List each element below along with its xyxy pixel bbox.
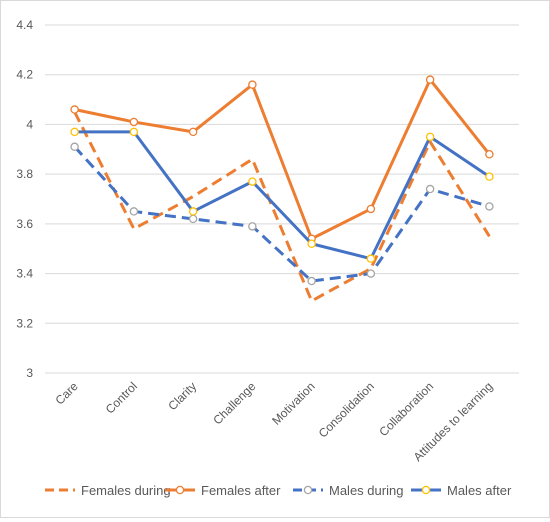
- data-point-males-after: [188, 207, 198, 216]
- x-tick-label-motivation: Motivation: [269, 379, 318, 428]
- data-point-males-after: [425, 132, 435, 142]
- data-point-females-after: [366, 204, 376, 214]
- x-tick-label-care: Care: [52, 379, 81, 408]
- y-tick-label: 3: [26, 366, 33, 380]
- y-tick-label: 3.2: [16, 316, 33, 330]
- x-tick-label-collaboration: Collaboration: [376, 379, 436, 439]
- data-point-males-during: [366, 269, 376, 278]
- y-tick-label: 3.4: [16, 267, 33, 281]
- legend-marker: [175, 485, 185, 495]
- data-point-females-after: [248, 80, 257, 89]
- data-point-females-after: [70, 105, 79, 114]
- data-point-females-after: [485, 150, 494, 159]
- data-point-males-during: [425, 184, 435, 194]
- x-tick-label-clarity: Clarity: [165, 379, 199, 413]
- data-point-females-after: [129, 117, 139, 127]
- data-point-males-during: [248, 222, 257, 231]
- series-females-after: [70, 75, 494, 244]
- series-lines: [70, 75, 494, 303]
- data-point-males-after: [129, 127, 139, 137]
- series-females-during: [73, 111, 491, 303]
- legend-item-males-after: Males after: [411, 483, 512, 498]
- legend-item-males-during: Males during: [293, 483, 403, 498]
- legend-item-females-after: Females after: [165, 483, 281, 498]
- data-point-males-after: [248, 177, 257, 186]
- data-point-males-during: [70, 142, 79, 152]
- series-line-males-after: [74, 130, 491, 261]
- data-point-males-after: [485, 172, 494, 181]
- legend-label: Males during: [329, 483, 403, 498]
- data-point-males-after: [366, 254, 376, 263]
- series-males-during: [70, 142, 494, 286]
- data-point-males-during: [307, 276, 316, 286]
- data-point-males-after: [70, 127, 79, 137]
- legend-label: Females after: [201, 483, 281, 498]
- y-tick-label: 4.2: [16, 68, 33, 82]
- x-tick-label-control: Control: [103, 379, 140, 416]
- data-point-females-after: [425, 75, 435, 84]
- x-tick-label-challenge: Challenge: [210, 379, 258, 427]
- series-males-after: [70, 127, 494, 263]
- series-line-females-after: [74, 78, 491, 241]
- data-point-males-during: [129, 207, 139, 216]
- legend-marker: [421, 485, 431, 495]
- legend: Females during Females after Males during M…: [45, 483, 512, 498]
- y-tick-label: 4.4: [16, 18, 33, 32]
- x-tick-label-consolidation: Consolidation: [316, 379, 377, 440]
- data-point-males-after: [307, 239, 316, 248]
- y-tick-label: 4: [26, 117, 33, 131]
- data-point-females-after: [188, 127, 198, 137]
- y-tick-label: 3.8: [16, 167, 33, 181]
- x-axis-tick-labels: Care Control Clarity Challenge MotivationCon…: [52, 379, 495, 464]
- gridlines: [45, 24, 519, 374]
- legend-label: Females during: [81, 483, 171, 498]
- legend-item-females-during: Females during: [45, 483, 171, 498]
- data-point-males-during: [188, 214, 198, 224]
- data-point-males-during: [485, 202, 494, 211]
- y-axis-tick-labels: 3 3.2 3.4 3.6 3.8 4 4.2 4.4: [16, 18, 33, 380]
- series-line-females-during: [73, 111, 491, 303]
- legend-marker: [303, 485, 313, 495]
- legend-label: Males after: [447, 483, 512, 498]
- y-tick-label: 3.6: [16, 217, 33, 231]
- series-line-males-during: [73, 145, 490, 283]
